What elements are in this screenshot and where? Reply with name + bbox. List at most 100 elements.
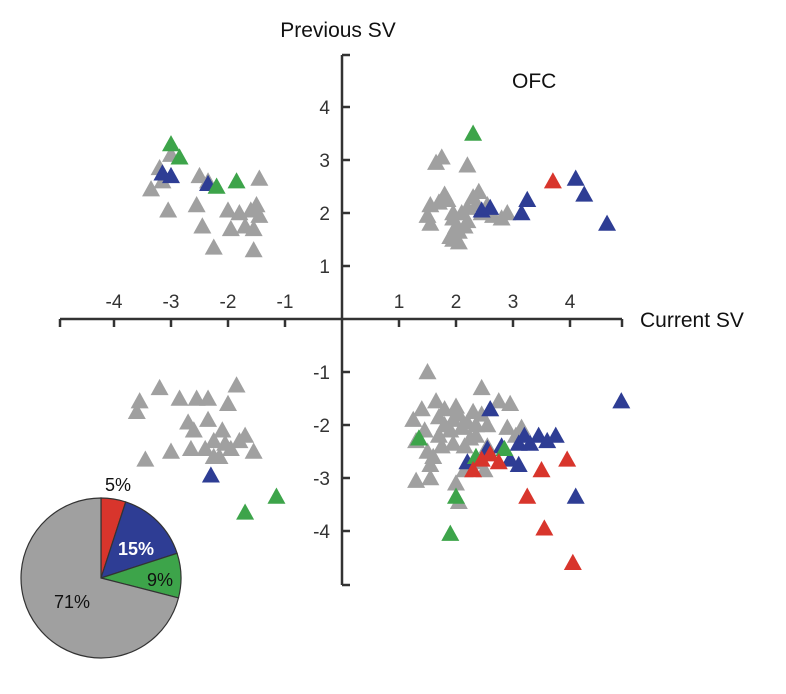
data-point-green (409, 429, 428, 446)
data-point-green (170, 148, 189, 165)
data-point-gray (438, 190, 457, 207)
y-tick-label: -1 (313, 363, 330, 384)
data-point-green (236, 503, 255, 520)
data-point-gray (447, 474, 465, 491)
data-point-gray (407, 471, 426, 488)
x-axis-title: Current SV (640, 309, 744, 332)
data-point-gray (424, 447, 443, 464)
data-point-gray (236, 426, 255, 443)
data-point-green (447, 487, 465, 504)
data-point-blue (512, 204, 531, 221)
data-point-gray (498, 204, 517, 221)
data-point-blue (481, 400, 500, 417)
data-point-gray (227, 376, 246, 393)
data-point-red (535, 519, 554, 536)
pie-label: 15% (118, 539, 154, 559)
data-point-gray (421, 469, 440, 486)
data-point-blue (518, 190, 537, 207)
data-point-gray (466, 426, 485, 443)
data-point-red (464, 461, 483, 478)
data-point-gray (204, 447, 223, 464)
data-point-gray (475, 461, 494, 478)
data-point-blue (546, 426, 565, 443)
data-point-gray (472, 405, 491, 422)
region-label: OFC (512, 70, 556, 93)
data-point-red (518, 487, 537, 504)
data-point-green (495, 439, 514, 457)
data-point-gray (458, 156, 477, 173)
pie-label: 71% (54, 592, 90, 612)
data-point-gray (244, 241, 263, 258)
y-tick-label: 1 (319, 257, 330, 278)
data-point-green (464, 124, 483, 141)
pie-slice-gray (20, 497, 180, 659)
data-point-gray (489, 392, 508, 409)
data-point-gray (199, 410, 218, 427)
y-tick-label: 3 (319, 151, 330, 172)
data-point-gray (498, 418, 517, 435)
x-tick-label: 3 (508, 292, 519, 313)
data-points (127, 124, 631, 570)
data-point-red (481, 445, 500, 462)
data-point-gray (449, 405, 468, 422)
data-point-gray (221, 219, 240, 237)
x-tick-label: -2 (220, 292, 237, 313)
data-point-gray (466, 416, 485, 433)
pie-label: 5% (105, 475, 131, 495)
data-point-gray (127, 402, 146, 419)
data-point-gray (219, 201, 237, 218)
y-tick-label: -4 (313, 522, 330, 543)
axis-ticks (58, 53, 624, 587)
data-point-gray (196, 439, 215, 457)
data-point-gray (418, 363, 437, 380)
data-point-blue (598, 214, 617, 231)
data-point-gray (162, 442, 180, 459)
pie-label: 9% (147, 570, 173, 590)
data-point-blue (566, 487, 585, 504)
data-point-blue (575, 185, 594, 202)
data-point-gray (427, 392, 446, 409)
data-point-gray (469, 182, 488, 199)
data-point-gray (501, 394, 520, 411)
data-point-red (489, 453, 508, 470)
data-point-blue (501, 450, 520, 467)
data-point-red (472, 450, 491, 467)
axes (60, 55, 622, 585)
pie-chart: 5% 15% 9% 71% (20, 475, 182, 659)
y-tick-label: -2 (313, 416, 330, 437)
data-point-gray (216, 434, 235, 451)
data-point-gray (472, 378, 491, 396)
data-point-gray (404, 410, 423, 427)
data-point-gray (184, 421, 203, 438)
data-point-blue (529, 426, 548, 443)
x-tick-label: 2 (451, 292, 462, 313)
x-tick-label: 4 (565, 292, 576, 313)
x-tick-label: -4 (106, 292, 123, 313)
x-tick-label: 1 (394, 292, 405, 313)
data-point-blue (481, 198, 500, 215)
data-point-green (267, 487, 286, 504)
data-point-gray (444, 434, 463, 451)
data-point-blue (509, 455, 528, 472)
data-point-gray (190, 166, 209, 184)
data-point-red (532, 461, 551, 478)
data-point-green (227, 172, 246, 189)
x-tick-label: -3 (163, 292, 180, 313)
data-point-green (162, 135, 180, 152)
y-tick-label: 2 (319, 204, 330, 225)
data-point-gray (429, 426, 448, 443)
data-point-gray (412, 400, 431, 417)
data-point-blue (162, 166, 180, 184)
x-tick-label: -1 (277, 292, 294, 313)
axis-tick-labels: -4 -3 -2 -1 1 2 3 4 -4 -3 -2 -1 1 2 3 4 (106, 98, 576, 543)
data-point-gray (187, 389, 206, 406)
y-axis-title: Previous SV (280, 19, 396, 42)
data-point-green (441, 524, 460, 541)
data-point-gray (478, 416, 497, 433)
data-point-gray (247, 196, 266, 213)
data-point-gray (444, 230, 463, 247)
data-point-gray (458, 211, 477, 229)
data-point-blue (566, 169, 585, 186)
data-point-gray (130, 392, 149, 409)
